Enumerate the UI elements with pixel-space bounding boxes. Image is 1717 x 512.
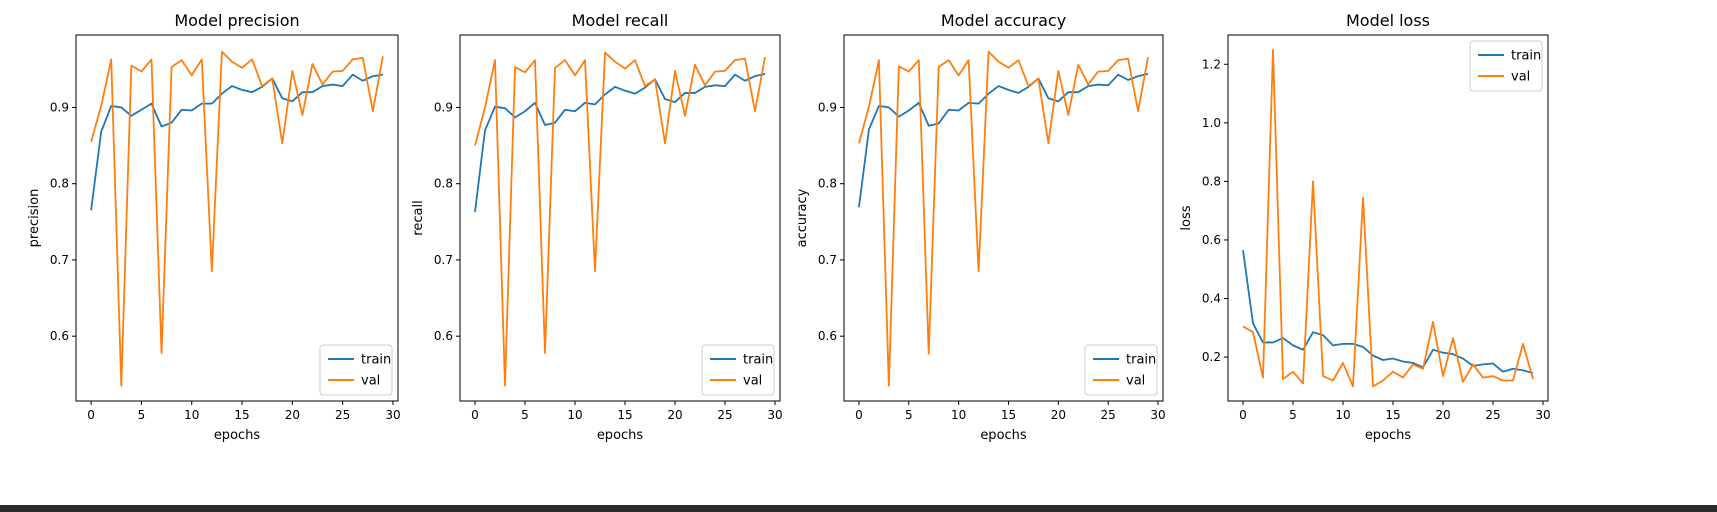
y-tick-label: 0.9 [50,100,69,114]
x-tick-label: 10 [1335,408,1350,422]
x-axis-label: epochs [214,428,261,443]
chart-panel-1: Model precision 0 5 10 15 20 25 30 0.6 0.7 0.8 0.9 e… [27,11,401,443]
axes-frame [1227,34,1549,402]
chart-panel-3: Model accuracy 0 5 10 15 20 25 30 0.6 0.7 0.8 0.9 ep… [795,11,1166,443]
y-axis-label: accuracy [795,188,810,247]
chart-title: Model precision [174,11,299,30]
chart-title: Model recall [572,11,669,30]
y-tick-label: 0.8 [434,177,453,191]
x-tick-label: 25 [335,408,350,422]
legend-box [319,344,393,396]
x-tick-label: 20 [1435,408,1450,422]
x-tick-label: 10 [184,408,199,422]
axes-frame [75,34,399,402]
legend-label-train: train [743,353,773,368]
x-tick-label: 5 [521,408,529,422]
y-axis-label: loss [1179,205,1194,230]
legend-box [701,344,775,396]
y-tick-label: 0.8 [818,177,837,191]
y-tick-label: 0.8 [1202,174,1221,188]
series-line-train [858,73,1149,208]
x-tick-label: 15 [1385,408,1400,422]
x-tick-label: 15 [617,408,632,422]
y-tick-label: 0.2 [1202,350,1221,364]
y-tick-label: 0.9 [818,100,837,114]
x-tick-label: 25 [1485,408,1500,422]
x-tick-label: 20 [285,408,300,422]
legend-label-train: train [1126,353,1156,368]
y-tick-label: 0.9 [434,100,453,114]
x-axis-label: epochs [980,428,1027,443]
legend-label-val: val [361,374,380,389]
y-tick-label: 0.6 [818,329,837,343]
x-tick-label: 5 [905,408,913,422]
x-tick-label: 0 [855,408,863,422]
x-tick-label: 30 [385,408,400,422]
y-tick-label: 1.2 [1202,57,1221,71]
legend-label-train: train [1511,49,1541,64]
series-line-val [474,51,766,387]
legend-label-val: val [1126,374,1145,389]
x-tick-label: 25 [1101,408,1116,422]
axes-frame [843,34,1164,402]
x-tick-label: 20 [667,408,682,422]
x-tick-label: 15 [234,408,249,422]
y-axis-label: recall [411,200,426,235]
y-tick-label: 0.6 [50,329,69,343]
chart-title: Model accuracy [941,11,1066,30]
series-line-val [858,50,1149,387]
legend-box [1469,40,1543,92]
series-line-val [90,50,384,387]
y-tick-label: 1.0 [1202,116,1221,130]
x-axis-label: epochs [1365,428,1412,443]
y-tick-label: 0.4 [1202,292,1221,306]
legend: train val [1469,40,1543,92]
y-tick-label: 0.8 [50,177,69,191]
x-tick-label: 20 [1051,408,1066,422]
legend-label-train: train [361,353,391,368]
chart-panel-2: Model recall 0 5 10 15 20 25 30 0.6 0.7 0.8 0.9 epoc… [411,11,783,443]
legend-label-val: val [743,374,762,389]
axes-frame [459,34,781,402]
y-tick-label: 0.7 [434,253,453,267]
window-bottom-bar [0,505,1717,512]
series-line-train [1242,250,1534,375]
legend: train val [701,344,775,396]
x-tick-label: 5 [1289,408,1297,422]
chart-title: Model loss [1346,11,1430,30]
legend: train val [319,344,393,396]
y-tick-label: 0.6 [434,329,453,343]
series-line-val [1242,48,1534,388]
x-tick-label: 0 [471,408,479,422]
y-tick-label: 0.6 [1202,233,1221,247]
legend-label-val: val [1511,70,1530,85]
legend: train val [1084,344,1158,396]
chart-panel-4: Model loss 0 5 10 15 20 25 30 0.2 0.4 0.6 0.8 1.0 1.2… [1179,11,1551,443]
y-tick-label: 0.7 [818,253,837,267]
x-tick-label: 10 [567,408,582,422]
x-tick-label: 10 [951,408,966,422]
x-tick-label: 5 [138,408,146,422]
legend-box [1084,344,1158,396]
x-tick-label: 30 [1150,408,1165,422]
y-tick-label: 0.7 [50,253,69,267]
series-line-train [474,73,766,213]
x-tick-label: 0 [1239,408,1247,422]
x-axis-label: epochs [597,428,644,443]
x-tick-label: 30 [767,408,782,422]
x-tick-label: 0 [87,408,95,422]
x-tick-label: 25 [717,408,732,422]
x-tick-label: 30 [1535,408,1550,422]
series-line-train [90,73,384,211]
y-axis-label: precision [27,189,42,248]
x-tick-label: 15 [1001,408,1016,422]
